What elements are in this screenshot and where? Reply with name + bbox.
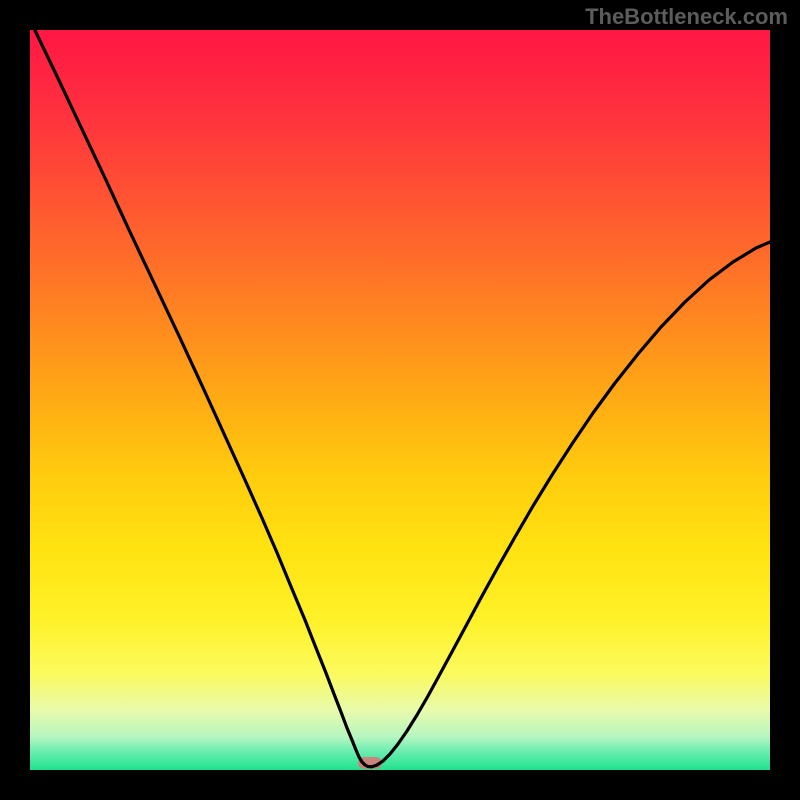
watermark-text: TheBottleneck.com [585,4,788,30]
chart-frame: { "watermark": { "text": "TheBottleneck.… [0,0,800,800]
bottleneck-chart [0,0,800,800]
plot-background [30,30,770,770]
frame-border-bottom [0,770,800,800]
frame-border-left [0,0,30,800]
frame-border-right [770,0,800,800]
